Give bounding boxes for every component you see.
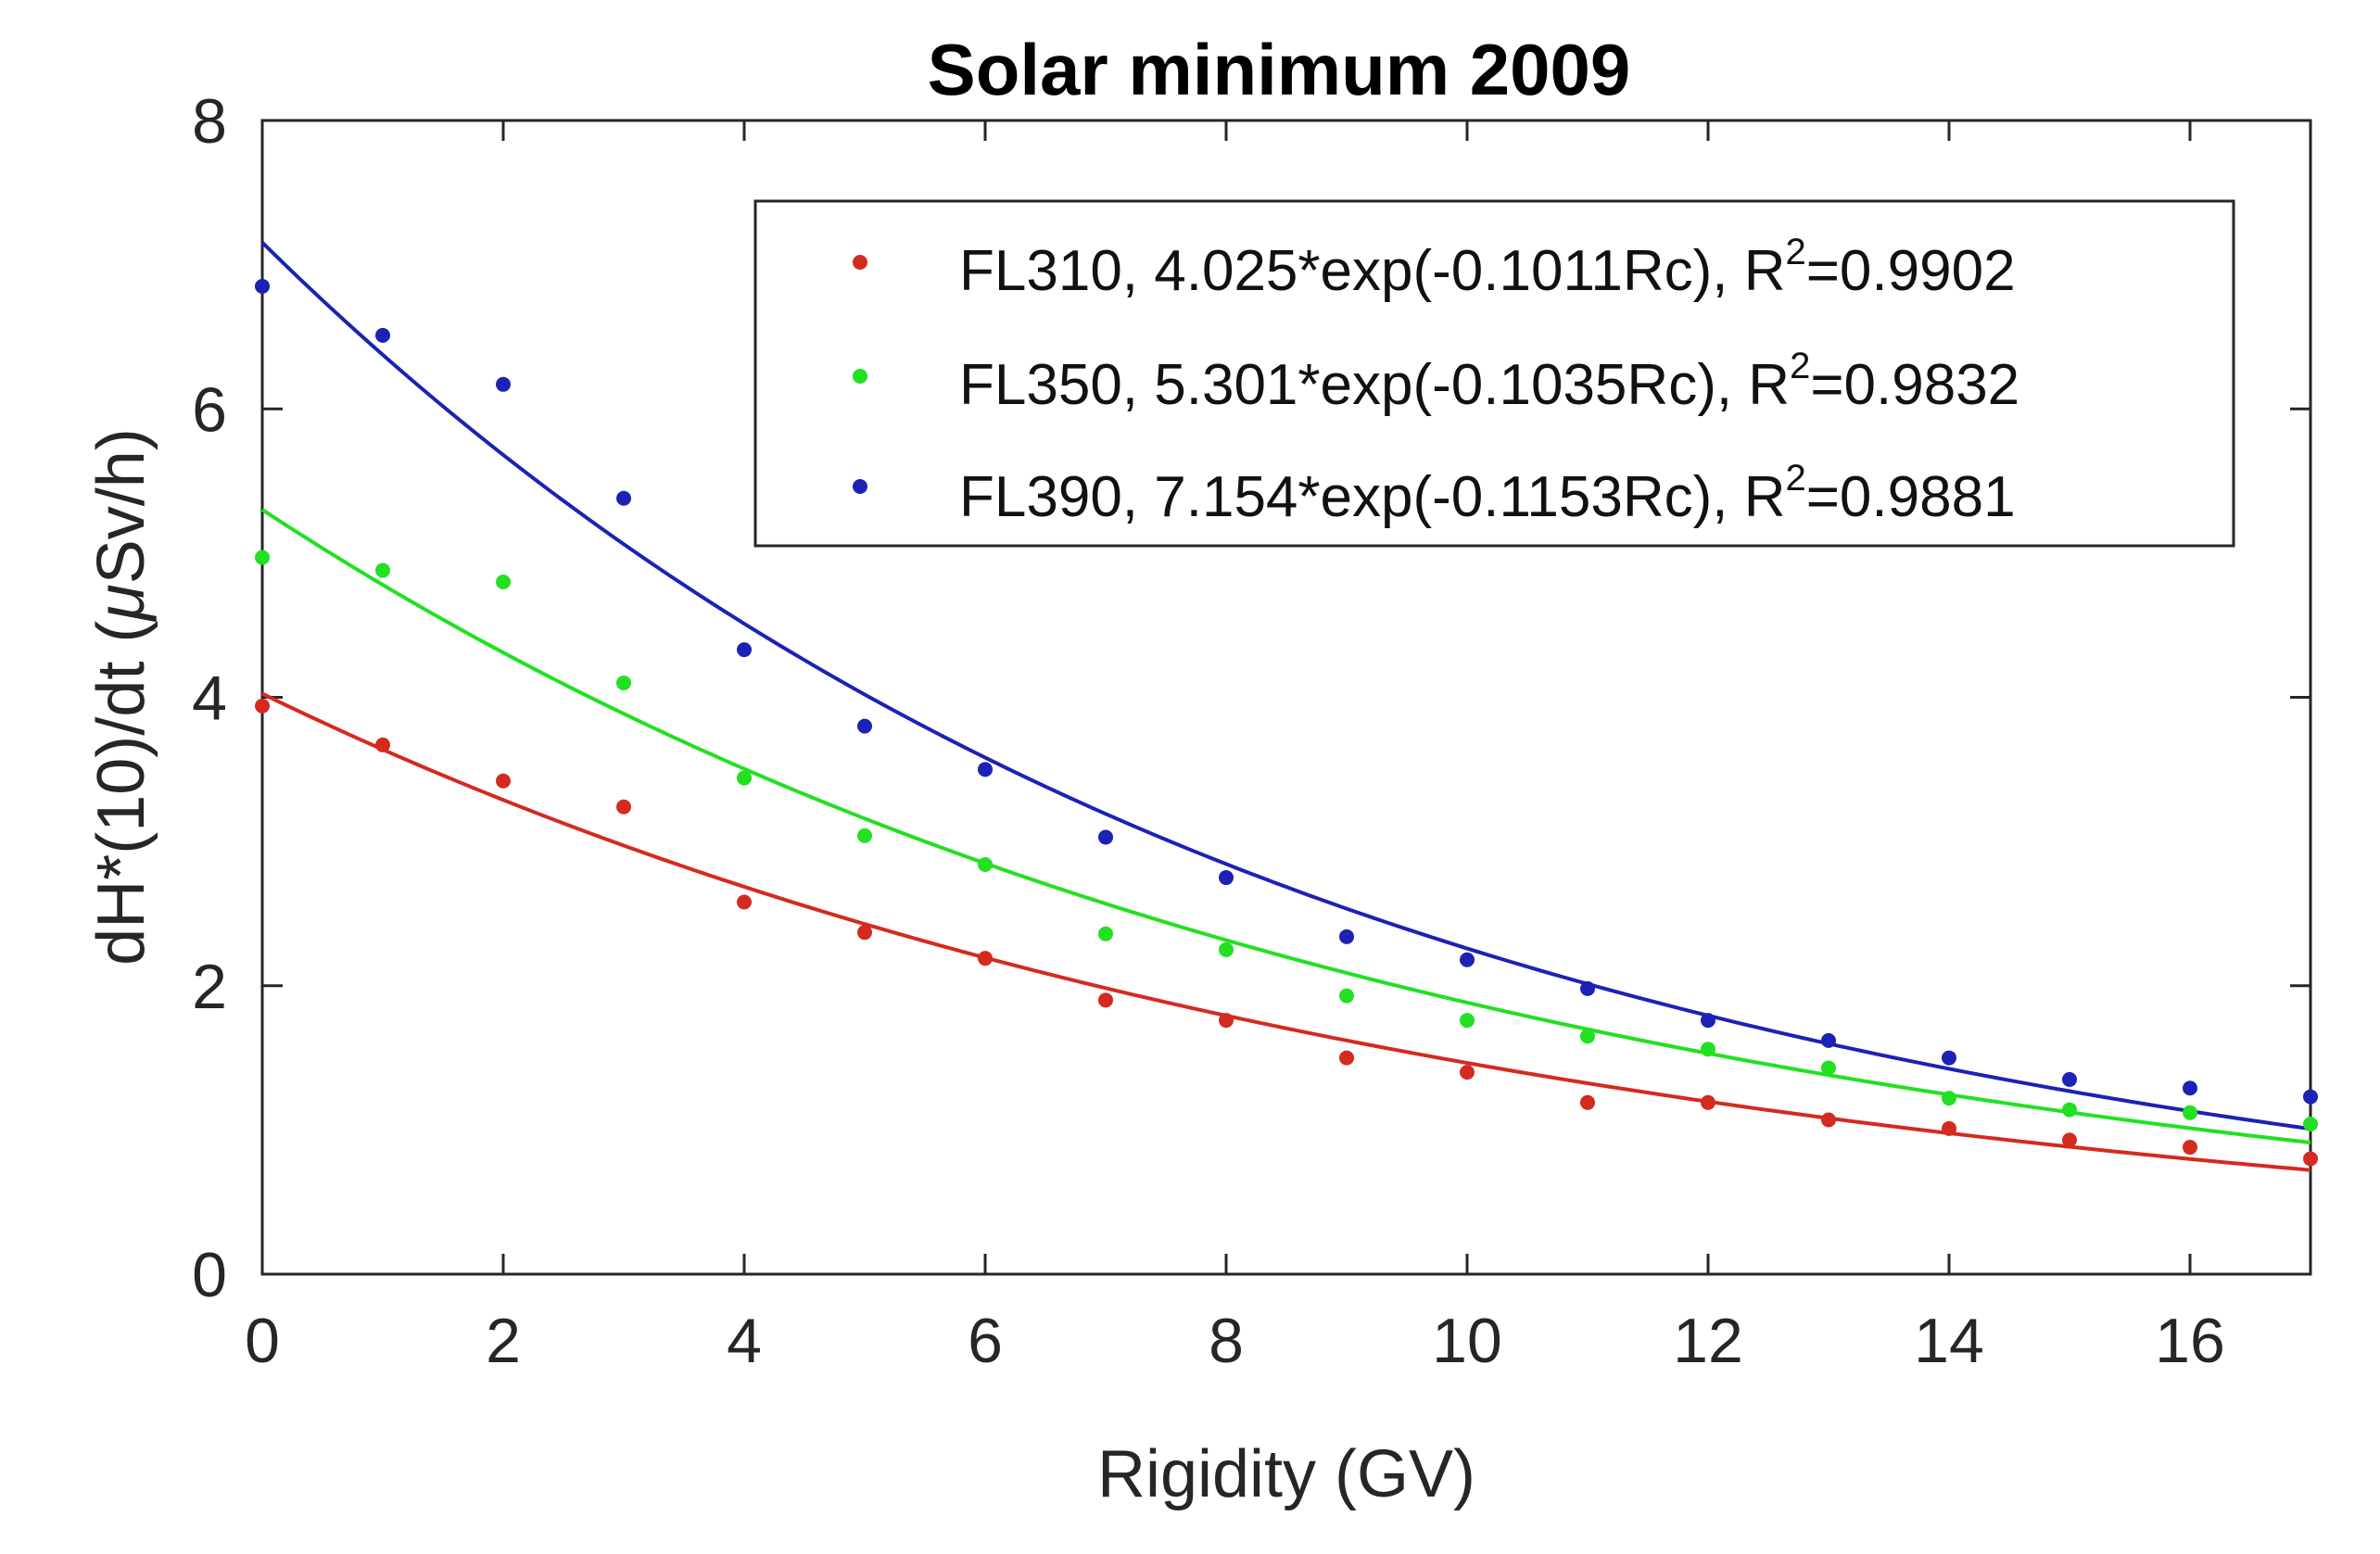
legend-marker-fl350 xyxy=(853,369,867,384)
y-tick-label: 4 xyxy=(192,663,227,734)
data-point-fl350 xyxy=(375,562,390,578)
data-point-fl310 xyxy=(978,951,993,967)
data-point-fl390 xyxy=(737,642,752,658)
legend-entry-fl350: FL350, 5.301*exp(-0.1035Rc), R2=0.9832 xyxy=(959,346,2019,417)
y-tick-label: 2 xyxy=(192,952,227,1022)
y-tick-label: 0 xyxy=(192,1240,227,1310)
fit-curve-fl310 xyxy=(261,691,2311,1172)
data-point-fl350 xyxy=(496,575,511,589)
data-point-fl310 xyxy=(496,773,511,789)
data-point-fl350 xyxy=(1821,1060,1836,1076)
legend-marker-fl390 xyxy=(853,479,867,494)
data-point-fl390 xyxy=(1821,1032,1836,1048)
y-axis-label-unit: Sv/h) xyxy=(84,428,158,584)
x-tick-label: 8 xyxy=(1209,1306,1244,1376)
y-axis-label: dH*(10)/dt (μSv/h) xyxy=(84,428,158,966)
data-point-fl390 xyxy=(2303,1089,2318,1105)
data-point-fl350 xyxy=(1701,1042,1715,1057)
data-point-fl310 xyxy=(2183,1140,2197,1156)
x-tick-label: 10 xyxy=(1432,1306,1502,1376)
x-axis-label: Rigidity (GV) xyxy=(1097,1437,1475,1511)
x-tick-label: 2 xyxy=(486,1306,521,1376)
data-point-fl350 xyxy=(978,857,993,873)
data-point-fl350 xyxy=(2303,1117,2318,1132)
data-point-fl310 xyxy=(2303,1151,2318,1167)
data-point-fl390 xyxy=(1098,829,1113,845)
data-point-fl350 xyxy=(616,675,631,690)
data-point-fl310 xyxy=(255,698,270,714)
data-point-fl350 xyxy=(1460,1013,1475,1029)
data-point-fl350 xyxy=(1219,941,1234,957)
data-point-fl310 xyxy=(2062,1132,2077,1148)
data-point-fl310 xyxy=(1219,1013,1234,1029)
x-tick-label: 6 xyxy=(968,1306,1003,1376)
data-point-fl310 xyxy=(1580,1094,1595,1110)
y-tick-label: 8 xyxy=(192,86,227,157)
data-point-fl390 xyxy=(1701,1013,1715,1029)
data-point-fl310 xyxy=(737,894,752,910)
data-point-fl390 xyxy=(2062,1071,2077,1087)
y-axis-label-mu: μ xyxy=(84,584,158,622)
data-point-fl350 xyxy=(2062,1102,2077,1118)
data-point-fl390 xyxy=(1219,870,1234,886)
data-point-fl390 xyxy=(2183,1080,2197,1096)
data-point-fl310 xyxy=(375,737,390,752)
chart-title: Solar minimum 2009 xyxy=(928,29,1631,110)
data-point-fl390 xyxy=(1339,929,1354,944)
fit-curve-fl350 xyxy=(260,508,2311,1144)
data-point-fl390 xyxy=(496,376,511,392)
data-point-fl350 xyxy=(1339,988,1354,1004)
data-point-fl350 xyxy=(2183,1105,2197,1120)
y-tick-label: 6 xyxy=(192,374,227,445)
data-point-fl390 xyxy=(1580,980,1595,996)
axis-ticks: 0 2 4 6 8 10 12 14 16 0 2 4 6 8 xyxy=(192,86,2310,1376)
data-point-fl350 xyxy=(1098,926,1113,941)
legend-entry-fl310: FL310, 4.025*exp(-0.1011Rc), R2=0.9902 xyxy=(959,232,2016,303)
x-tick-label: 12 xyxy=(1673,1306,1743,1376)
data-point-fl310 xyxy=(1821,1112,1836,1128)
data-points xyxy=(255,278,2318,1167)
data-point-fl390 xyxy=(1460,952,1475,967)
x-tick-label: 14 xyxy=(1914,1306,1984,1376)
data-point-fl350 xyxy=(737,770,752,786)
data-point-fl310 xyxy=(1098,992,1113,1008)
legend: FL310, 4.025*exp(-0.1011Rc), R2=0.9902 F… xyxy=(753,199,2235,548)
data-point-fl310 xyxy=(1460,1065,1475,1080)
legend-entry-fl390: FL390, 7.154*exp(-0.1153Rc), R2=0.9881 xyxy=(959,458,2016,529)
y-axis-label-main: dH*(10)/dt ( xyxy=(84,621,158,966)
data-point-fl310 xyxy=(857,925,872,941)
data-point-fl390 xyxy=(978,762,993,777)
data-point-fl390 xyxy=(375,327,390,343)
data-point-fl390 xyxy=(255,278,270,294)
fit-curves xyxy=(260,241,2311,1172)
data-point-fl390 xyxy=(616,490,631,506)
data-point-fl350 xyxy=(857,828,872,843)
data-point-fl350 xyxy=(1942,1091,1956,1106)
fit-curve-fl390 xyxy=(260,241,2311,1131)
data-point-fl390 xyxy=(857,718,872,734)
legend-marker-fl310 xyxy=(853,255,867,270)
data-point-fl310 xyxy=(1339,1050,1354,1066)
data-point-fl310 xyxy=(616,799,631,815)
data-point-fl310 xyxy=(1701,1094,1715,1110)
data-point-fl350 xyxy=(255,550,270,565)
data-point-fl350 xyxy=(1580,1029,1595,1044)
x-tick-label: 16 xyxy=(2155,1306,2225,1376)
data-point-fl390 xyxy=(1942,1050,1956,1066)
x-tick-label: 4 xyxy=(727,1306,762,1376)
legend-box xyxy=(753,199,2235,548)
data-point-fl310 xyxy=(1942,1120,1956,1136)
x-tick-label: 0 xyxy=(245,1306,280,1376)
